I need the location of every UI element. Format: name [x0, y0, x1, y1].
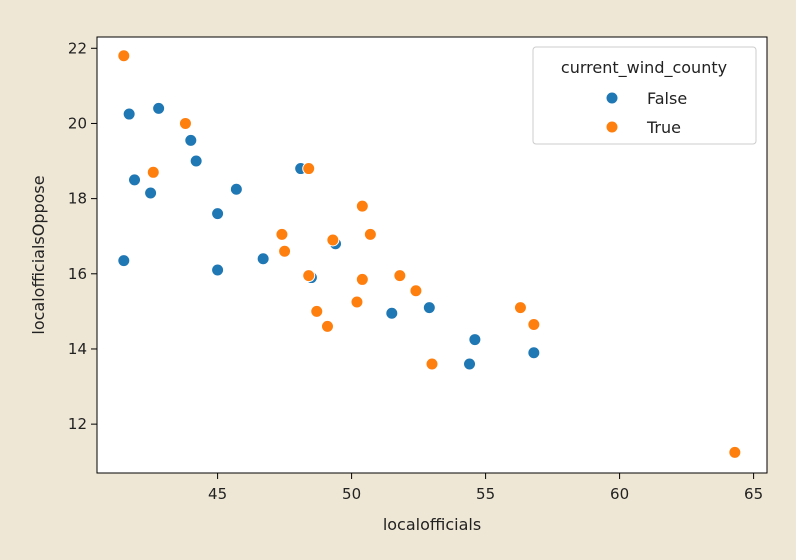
y-tick-label: 16 — [68, 265, 87, 283]
point-true — [409, 284, 423, 298]
point-true — [278, 244, 292, 258]
point-true — [320, 319, 334, 333]
point-true — [363, 227, 377, 241]
point-true — [527, 318, 541, 332]
legend-marker-false — [605, 91, 619, 105]
x-axis-ticks: 45 50 55 60 65 — [208, 473, 763, 503]
y-tick-label: 12 — [68, 415, 87, 433]
legend-box — [532, 46, 757, 145]
legend-label-false: False — [647, 89, 687, 108]
x-tick-label: 45 — [208, 485, 227, 503]
x-tick-label: 60 — [610, 485, 629, 503]
point-false — [422, 301, 436, 315]
point-false — [152, 101, 166, 115]
legend-title: current_wind_county — [561, 58, 727, 78]
point-false — [463, 357, 477, 371]
point-false — [468, 333, 482, 347]
y-tick-label: 14 — [68, 340, 87, 358]
point-false — [144, 186, 158, 200]
legend-label-true: True — [646, 118, 681, 137]
point-true — [302, 162, 316, 176]
point-false — [385, 306, 399, 320]
point-true — [355, 272, 369, 286]
point-false — [184, 133, 198, 147]
point-true — [326, 233, 340, 247]
y-tick-label: 22 — [68, 39, 87, 57]
point-true — [178, 116, 192, 130]
x-tick-label: 50 — [342, 485, 361, 503]
y-tick-label: 18 — [68, 190, 87, 208]
points-layer — [117, 49, 742, 459]
point-false — [128, 173, 142, 187]
point-false — [229, 182, 243, 196]
point-false — [527, 346, 541, 360]
x-tick-label: 65 — [744, 485, 763, 503]
y-axis-label: localofficialsOppose — [29, 175, 48, 334]
point-true — [117, 49, 131, 63]
legend: current_wind_county False True — [532, 46, 757, 145]
y-axis-ticks: 12 14 16 18 20 22 — [68, 39, 97, 433]
point-true — [425, 357, 439, 371]
point-false — [117, 254, 131, 268]
point-false — [211, 207, 225, 221]
point-true — [310, 304, 324, 318]
point-false — [189, 154, 203, 168]
x-axis-label: localofficials — [383, 515, 481, 534]
point-true — [146, 165, 160, 179]
x-tick-label: 55 — [476, 485, 495, 503]
point-true — [393, 269, 407, 283]
point-true — [728, 445, 742, 459]
point-false — [122, 107, 136, 121]
point-true — [302, 269, 316, 283]
point-true — [275, 227, 289, 241]
point-true — [355, 199, 369, 213]
point-true — [350, 295, 364, 309]
legend-marker-true — [605, 120, 619, 134]
point-false — [211, 263, 225, 277]
plot-frame — [96, 36, 768, 474]
y-tick-label: 20 — [68, 114, 87, 132]
point-true — [513, 301, 527, 315]
point-false — [256, 252, 270, 266]
